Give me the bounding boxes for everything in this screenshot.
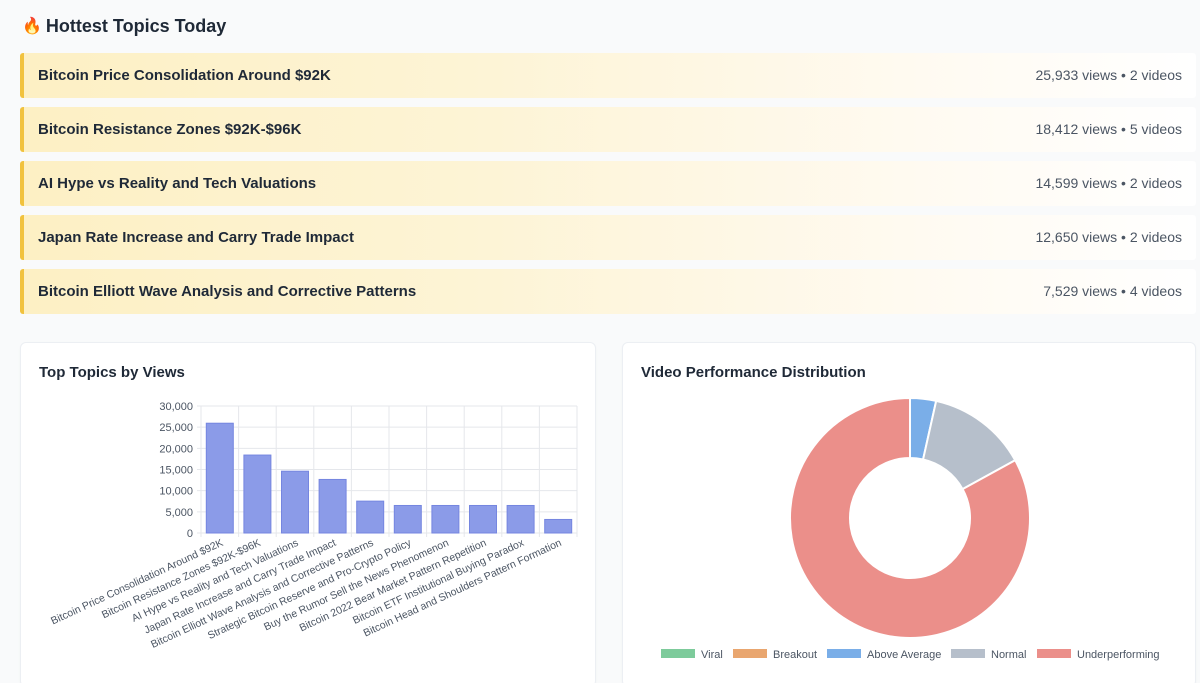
y-tick-label: 0 — [187, 528, 193, 540]
bar[interactable] — [281, 470, 309, 534]
hottest-topics-title: Hottest Topics Today — [45, 16, 227, 36]
topic-row[interactable]: AI Hype vs Reality and Tech Valuations 1… — [20, 161, 1196, 206]
donut-legend: Viral Breakout Above Average Normal Underper… — [661, 649, 1160, 661]
topic-name: Bitcoin Elliott Wave Analysis and Correc… — [38, 283, 417, 300]
topic-name: Bitcoin Price Consolidation Around $92K — [38, 67, 331, 84]
legend-swatch[interactable] — [1037, 649, 1071, 658]
topic-stats: 18,412 views • 5 videos — [1035, 121, 1182, 137]
hottest-topics-heading: 🔥 Hottest Topics Today — [22, 16, 226, 37]
bar[interactable] — [431, 504, 460, 534]
topic-row[interactable]: Bitcoin Resistance Zones $92K-$96K 18,41… — [20, 107, 1196, 152]
topic-name: Japan Rate Increase and Carry Trade Impa… — [38, 229, 354, 246]
topic-name: AI Hype vs Reality and Tech Valuations — [38, 175, 317, 192]
topic-row[interactable]: Bitcoin Elliott Wave Analysis and Correc… — [20, 269, 1196, 314]
topic-row[interactable]: Japan Rate Increase and Carry Trade Impa… — [20, 215, 1196, 260]
topic-stats: 25,933 views • 2 videos — [1035, 67, 1182, 83]
legend-swatch[interactable] — [733, 649, 767, 658]
y-tick-label: 10,000 — [159, 486, 193, 498]
y-tick-label: 20,000 — [159, 443, 193, 455]
legend-label[interactable]: Viral — [701, 649, 723, 661]
bar[interactable] — [469, 504, 497, 534]
topic-name: Bitcoin Resistance Zones $92K-$96K — [38, 121, 302, 138]
y-tick-label: 25,000 — [159, 422, 193, 434]
y-tick-label: 15,000 — [159, 465, 193, 477]
bar-chart-title: Top Topics by Views — [39, 364, 185, 381]
performance-card: Video Performance Distribution Viral Brea… — [622, 342, 1196, 683]
bar-chart-grid — [197, 405, 578, 537]
fire-icon: 🔥 — [22, 17, 42, 35]
bar[interactable] — [393, 504, 422, 534]
legend-label[interactable]: Normal — [991, 649, 1026, 661]
bar[interactable] — [243, 454, 272, 534]
bar[interactable] — [205, 422, 234, 534]
topic-stats: 7,529 views • 4 videos — [1043, 283, 1182, 299]
hottest-topics-list: Bitcoin Price Consolidation Around $92K … — [20, 53, 1196, 323]
donut-slice[interactable] — [789, 396, 1031, 639]
legend-label[interactable]: Breakout — [773, 649, 817, 661]
donut-chart-title: Video Performance Distribution — [641, 364, 866, 381]
legend-label[interactable]: Above Average — [867, 649, 941, 661]
legend-swatch[interactable] — [951, 649, 985, 658]
legend-swatch[interactable] — [827, 649, 861, 658]
y-tick-label: 30,000 — [159, 401, 193, 413]
legend-swatch[interactable] — [661, 649, 695, 658]
topic-stats: 14,599 views • 2 videos — [1035, 175, 1182, 191]
bar-chart: 05,00010,00015,00020,00025,00030,000Bitc… — [49, 401, 578, 651]
bar[interactable] — [356, 500, 385, 534]
bar[interactable] — [544, 518, 573, 534]
bar[interactable] — [506, 504, 535, 534]
top-topics-card: Top Topics by Views 0 5,000 10,000 15,000 20… — [20, 342, 596, 683]
topic-stats: 12,650 views • 2 videos — [1035, 229, 1182, 245]
y-tick-label: 5,000 — [165, 507, 193, 519]
donut-chart: Viral Breakout Above Average Normal Underper… — [661, 396, 1160, 661]
topic-row[interactable]: Bitcoin Price Consolidation Around $92K … — [20, 53, 1196, 98]
bar[interactable] — [318, 478, 347, 534]
legend-label[interactable]: Underperforming — [1077, 649, 1160, 661]
